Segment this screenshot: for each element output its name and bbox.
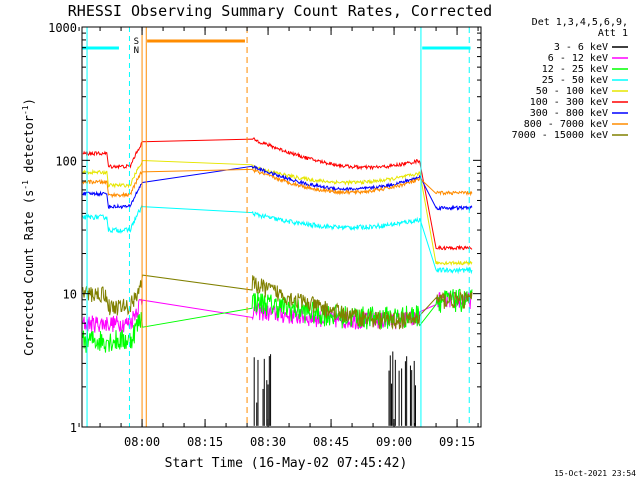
legend-label: 100 - 300 keV — [530, 97, 608, 108]
series-8 — [82, 167, 473, 199]
plot-frame — [81, 26, 482, 428]
series-6 — [82, 137, 473, 251]
series-5 — [82, 159, 473, 267]
legend-label: 6 - 12 keV — [548, 53, 608, 64]
legend-header: Att 1 — [598, 28, 628, 39]
x-tick-label: 09:00 — [376, 435, 412, 449]
y-tick-label: 100 — [55, 154, 77, 168]
legend-label: 3 - 6 keV — [554, 42, 608, 53]
y-tick-label: 10 — [63, 288, 77, 302]
y-tick-label: 1 — [70, 421, 77, 435]
legend-label: 7000 - 15000 keV — [512, 130, 608, 141]
legend-label: 50 - 100 keV — [536, 86, 608, 97]
marker-s: S — [134, 37, 139, 47]
series-9 — [82, 274, 473, 331]
x-tick-label: 08:00 — [124, 435, 160, 449]
axis-ticks: 08:00 08:15 08:30 08:45 09:00 09:15 1 10 100 1000 — [48, 21, 481, 449]
legend-label: 300 - 800 keV — [530, 108, 608, 119]
x-tick-label: 08:15 — [187, 435, 223, 449]
legend-label: 800 - 7000 keV — [524, 119, 608, 130]
series-4 — [82, 203, 473, 275]
chart-title: RHESSI Observing Summary Count Rates, Co… — [68, 2, 492, 20]
marker-n: N — [134, 46, 139, 56]
x-axis-label: Start Time (16-May-02 07:45:42) — [165, 456, 408, 471]
series-3 — [82, 288, 473, 353]
legend-label: 25 - 50 keV — [542, 75, 608, 86]
series-1 — [253, 351, 416, 426]
y-tick-label: 1000 — [48, 21, 77, 35]
legend-header: Det 1,3,4,5,6,9, — [532, 17, 628, 28]
footer-timestamp: 15-Oct-2021 23:54 — [554, 469, 636, 478]
legend-label: 12 - 25 keV — [542, 64, 608, 75]
y-axis-label: Corrected Count Rate (s-1 detector-1) — [21, 98, 36, 356]
plot-marks: SN — [82, 27, 473, 427]
x-tick-label: 08:30 — [250, 435, 286, 449]
x-tick-label: 08:45 — [313, 435, 349, 449]
x-tick-label: 09:15 — [439, 435, 475, 449]
